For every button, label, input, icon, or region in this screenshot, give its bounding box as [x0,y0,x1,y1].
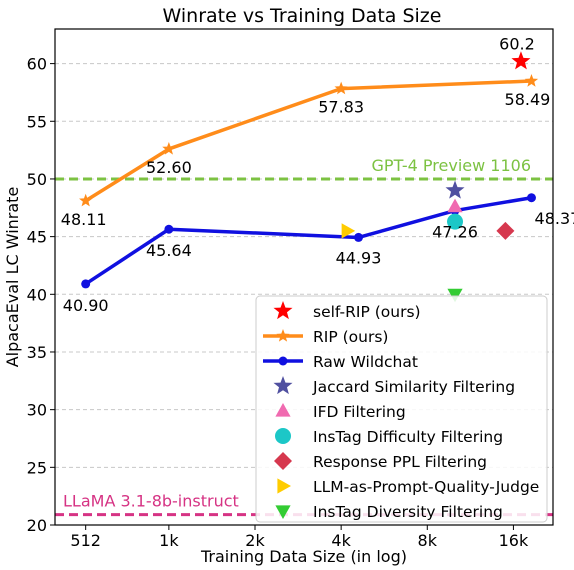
data-label: 52.60 [146,158,192,177]
standalone-point [511,51,531,70]
legend-marker [275,428,291,444]
legend-marker [275,403,291,417]
legend-marker [273,376,293,395]
y-tick-label: 30 [27,401,47,420]
data-label: 48.37 [535,209,574,228]
standalone-point [447,213,464,230]
legend-label: InsTag Diversity Filtering [313,503,503,521]
standalone-point [447,198,463,213]
legend-label: Response PPL Filtering [313,453,487,471]
series-point [79,193,93,207]
reference-lines: GPT-4 Preview 1106 LLaMA 3.1-8b-instruct [55,156,553,517]
series-line [84,79,532,203]
axes: 20 25 30 35 40 45 50 55 60 512 1k 2k 4k 8k 16k [27,55,529,550]
y-tick-label: 40 [27,285,47,304]
standalone-point [445,180,465,199]
legend-marker [278,356,288,366]
series-point [334,81,348,95]
legend-box [255,295,548,523]
x-axis-label: Training Data Size (in log) [200,547,407,566]
legend-marker [275,505,291,519]
x-tick-label: 16k [499,531,529,550]
legend-marker [276,329,290,342]
x-tick-label: 8k [418,531,438,550]
data-label: 44.93 [336,248,382,267]
legend: self-RIP (ours) RIP (ours) Raw Wildchat Jac… [255,295,548,523]
x-tick-label: 1k [159,531,179,550]
legend-marker [274,452,292,470]
reference-line-label: GPT-4 Preview 1106 [372,156,531,175]
chart-title: Winrate vs Training Data Size [163,5,442,27]
series-point [164,224,174,234]
legend-label: RIP (ours) [313,328,388,346]
x-tick-label: 512 [70,531,101,550]
series-point [162,141,176,155]
legend-marker [273,301,293,320]
y-tick-label: 45 [27,228,47,247]
y-tick-label: 55 [27,112,47,131]
legend-marker [277,478,291,494]
plot-frame [54,28,554,526]
y-tick-label: 35 [27,343,47,362]
data-label: 45.64 [146,241,192,260]
data-label: 48.11 [61,210,107,229]
data-label: 40.90 [63,296,109,315]
y-tick-label: 60 [27,55,47,74]
data-labels: 48.11 52.60 57.83 58.49 40.90 45.64 44.93 47.26… [61,34,574,315]
y-axis-label: AlpacaEval LC Winrate [3,187,22,368]
legend-label: Jaccard Similarity Filtering [312,378,515,396]
data-label: 58.49 [505,90,551,109]
legend-label: InsTag Difficulty Filtering [313,428,503,446]
reference-line-label: LLaMA 3.1-8b-instruct [63,492,239,511]
legend-label: LLM-as-Prompt-Quality-Judge [313,478,539,496]
data-label: 57.83 [318,98,364,117]
y-tick-label: 50 [27,170,47,189]
x-tick-label: 4k [331,531,351,550]
series-point [524,74,539,87]
series-point [354,232,364,242]
series-point [526,193,536,203]
y-tick-label: 20 [27,516,47,535]
data-label: 60.2 [499,34,535,53]
series-point [81,279,91,289]
legend-label: Raw Wildchat [313,353,418,371]
points-layer [341,51,531,303]
y-tick-label: 25 [27,458,47,477]
legend-label: self-RIP (ours) [313,303,421,321]
data-label: 47.26 [432,223,478,242]
standalone-point [341,223,356,239]
standalone-point [496,221,515,240]
legend-label: IFD Filtering [313,403,406,421]
x-tick-label: 2k [245,531,265,550]
series-layer [79,74,539,289]
